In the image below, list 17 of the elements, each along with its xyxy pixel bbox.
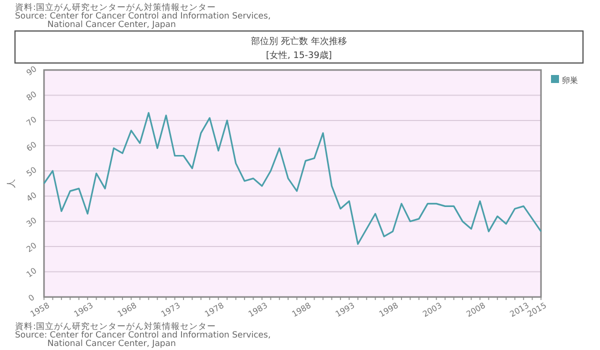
y-tick-label: 30 [24,216,38,229]
y-tick-label: 0 [26,292,36,304]
line-series [43,112,542,245]
y-tick-label: 90 [24,64,38,78]
chart-title: 部位別 死亡数 年次推移 [251,36,347,47]
y-tick-label: 70 [24,114,38,128]
y-tick-label: 20 [24,240,38,254]
text: 資料:国立がん研究センターがん対策情報センター Source: Center for Cancer Control and Information Services, National Cancer Center, Japan [15,2,271,30]
text: 資料:国立がん研究センターがん対策情報センター Source: Center for Cancer Control and Information Services, National Cancer Center, Japan [15,321,271,349]
legend-label: 卵巣 [562,76,578,85]
y-axis-title: 人 [6,179,17,188]
y-tick-label: 60 [24,140,38,154]
y-tick-label: 80 [24,90,38,103]
y-tick-label: 50 [24,165,38,178]
y-tick-label: 40 [24,190,38,204]
chart-subtitle: [女性, 15-39歳] [266,50,332,61]
y-tick-label: 10 [24,266,38,280]
